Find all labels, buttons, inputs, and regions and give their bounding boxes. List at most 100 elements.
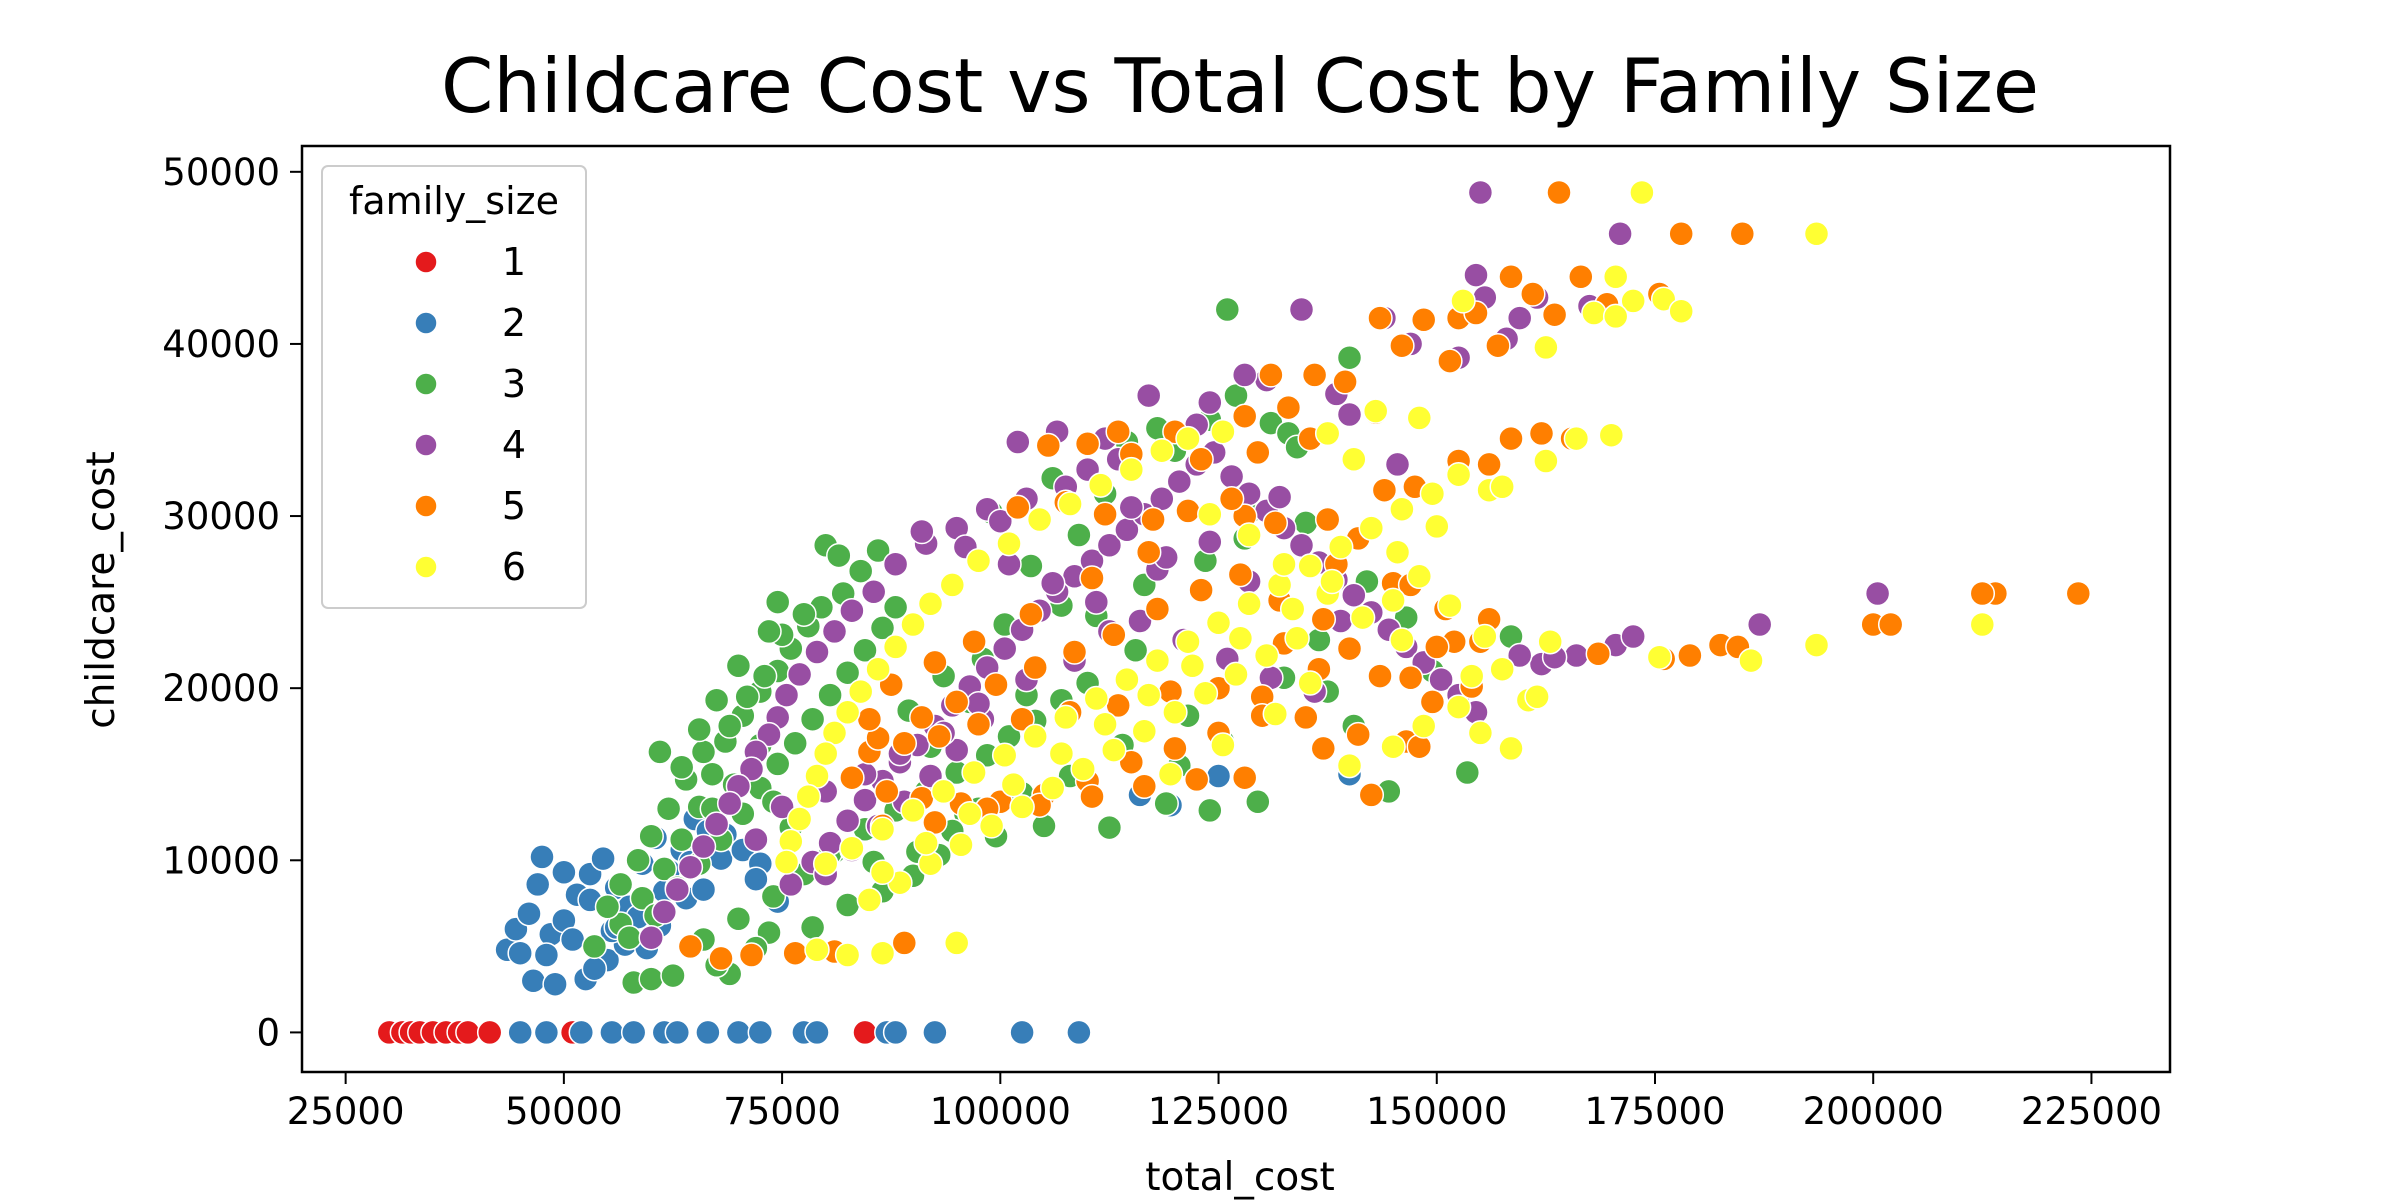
data-point [1336, 635, 1363, 662]
data-point [1079, 783, 1105, 810]
data-point [1371, 477, 1398, 503]
data-point [930, 778, 957, 805]
data-point [900, 797, 926, 824]
data-point [1428, 666, 1454, 693]
data-point [1424, 513, 1450, 540]
data-point [1310, 735, 1337, 762]
data-point [1083, 685, 1110, 712]
data-point [581, 955, 608, 982]
data-point [1061, 639, 1088, 665]
data-point [839, 597, 865, 624]
data-point [1288, 296, 1315, 323]
data-point [1197, 797, 1223, 824]
y-tick-label: 10000 [162, 839, 280, 882]
data-point [1231, 403, 1258, 429]
data-point [773, 849, 800, 875]
data-point [647, 739, 673, 765]
data-point [882, 634, 909, 660]
data-point [1864, 580, 1891, 607]
data-point [991, 635, 1018, 662]
data-point [686, 716, 712, 743]
data-point [677, 933, 704, 960]
data-point [1410, 307, 1437, 333]
data-point [455, 1019, 481, 1046]
data-point [812, 850, 839, 877]
data-point [1009, 1019, 1035, 1046]
data-point [1485, 332, 1511, 359]
data-point [743, 826, 769, 853]
data-point [821, 618, 848, 645]
data-point [834, 659, 861, 686]
data-point [1066, 1019, 1092, 1046]
x-tick-label: 75000 [723, 1090, 841, 1133]
data-point [1205, 763, 1232, 789]
data-point [839, 764, 865, 791]
data-point [865, 537, 891, 564]
data-point [817, 682, 843, 708]
data-point [743, 866, 769, 892]
data-point [1729, 221, 1756, 247]
data-point [1105, 418, 1131, 445]
data-point [1039, 570, 1066, 596]
data-point [1384, 451, 1411, 478]
data-point [922, 649, 948, 676]
data-point [725, 1019, 752, 1046]
data-point [1175, 628, 1201, 655]
data-point [664, 876, 691, 903]
data-point [1598, 422, 1625, 448]
data-point [1000, 771, 1027, 798]
data-point [926, 723, 952, 750]
legend-label: 3 [502, 362, 526, 406]
data-point [799, 706, 826, 732]
data-point [616, 924, 643, 951]
legend-label: 4 [502, 423, 526, 467]
data-point [1144, 647, 1171, 674]
data-point [677, 854, 704, 880]
data-point [668, 754, 695, 781]
data-point [764, 751, 791, 777]
data-point [1048, 740, 1075, 767]
x-tick-label: 125000 [1148, 1090, 1289, 1133]
data-point [625, 847, 651, 874]
data-point [882, 1019, 909, 1046]
data-point [1389, 332, 1415, 359]
data-point [1327, 534, 1354, 560]
data-point [1406, 405, 1433, 431]
data-point [507, 1019, 533, 1046]
x-tick-label: 100000 [930, 1090, 1071, 1133]
data-point [629, 885, 656, 911]
x-tick-label: 175000 [1584, 1090, 1725, 1133]
x-tick-label: 25000 [287, 1090, 405, 1133]
data-point [1362, 398, 1389, 424]
data-point [1384, 539, 1411, 565]
data-point [1166, 468, 1193, 495]
data-point [1005, 429, 1031, 455]
data-point [1607, 221, 1633, 247]
legend-label: 5 [502, 484, 526, 528]
data-point [1087, 472, 1114, 498]
data-point [1039, 775, 1066, 801]
data-point [891, 730, 918, 757]
data-point [1310, 606, 1337, 633]
data-point [773, 682, 800, 708]
data-point [542, 971, 568, 997]
data-point [782, 730, 808, 757]
data-point [1096, 532, 1123, 559]
data-point [1498, 735, 1524, 762]
legend-box [321, 165, 587, 609]
data-point [1227, 625, 1254, 652]
data-point [476, 1019, 503, 1046]
data-point [1476, 451, 1502, 478]
data-point [852, 637, 878, 664]
y-tick-label: 40000 [162, 323, 280, 366]
data-point [533, 942, 560, 968]
data-point [568, 1019, 595, 1046]
data-point [1746, 611, 1773, 638]
data-point [1437, 592, 1463, 619]
data-point [1738, 647, 1764, 674]
data-point [1018, 601, 1044, 627]
data-point [1424, 634, 1450, 660]
data-point [1389, 627, 1415, 653]
